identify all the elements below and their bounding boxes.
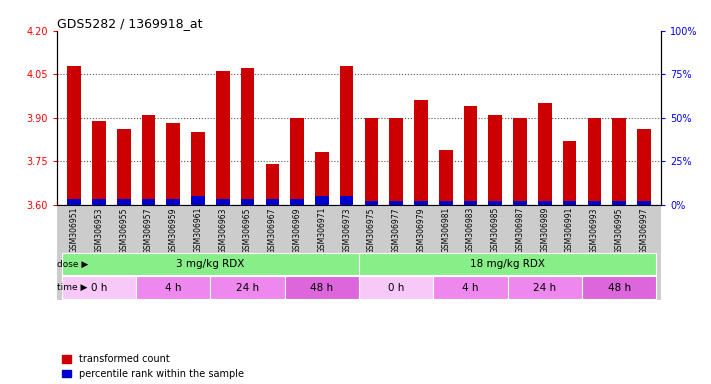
Bar — [241, 68, 255, 205]
Bar — [390, 201, 403, 205]
Text: GSM306975: GSM306975 — [367, 207, 376, 253]
Bar — [488, 115, 502, 205]
Bar — [415, 201, 428, 205]
Text: GDS5282 / 1369918_at: GDS5282 / 1369918_at — [57, 17, 203, 30]
Text: 48 h: 48 h — [310, 283, 333, 293]
Text: GSM306993: GSM306993 — [590, 207, 599, 253]
Bar — [365, 118, 378, 205]
Bar — [563, 201, 577, 205]
Text: 18 mg/kg RDX: 18 mg/kg RDX — [470, 259, 545, 269]
Text: GSM306977: GSM306977 — [392, 207, 401, 253]
Text: 4 h: 4 h — [462, 283, 479, 293]
Bar — [284, 276, 359, 299]
Bar — [191, 196, 205, 205]
Bar — [365, 201, 378, 205]
Bar — [290, 118, 304, 205]
Bar — [315, 196, 328, 205]
Bar — [637, 129, 651, 205]
Bar — [210, 276, 284, 299]
Text: GSM306987: GSM306987 — [515, 207, 525, 253]
Bar — [216, 199, 230, 205]
Bar — [538, 201, 552, 205]
Bar — [464, 106, 477, 205]
Bar — [637, 201, 651, 205]
Text: GSM306983: GSM306983 — [466, 207, 475, 253]
Bar — [265, 199, 279, 205]
Text: 24 h: 24 h — [236, 283, 260, 293]
Text: 24 h: 24 h — [533, 283, 557, 293]
Bar — [508, 276, 582, 299]
Bar — [359, 253, 656, 275]
Bar — [439, 201, 453, 205]
Bar — [612, 201, 626, 205]
Bar — [136, 276, 210, 299]
Legend: transformed count, percentile rank within the sample: transformed count, percentile rank withi… — [62, 354, 245, 379]
Bar — [68, 66, 81, 205]
Text: GSM306991: GSM306991 — [565, 207, 574, 253]
Bar — [415, 100, 428, 205]
Bar — [464, 201, 477, 205]
Bar — [538, 103, 552, 205]
Text: 4 h: 4 h — [165, 283, 181, 293]
Text: GSM306997: GSM306997 — [639, 207, 648, 253]
Bar — [587, 118, 602, 205]
Text: 3 mg/kg RDX: 3 mg/kg RDX — [176, 259, 245, 269]
Bar — [439, 150, 453, 205]
Bar — [62, 276, 136, 299]
Bar — [117, 129, 131, 205]
Text: 0 h: 0 h — [388, 283, 405, 293]
Bar — [315, 152, 328, 205]
Text: GSM306955: GSM306955 — [119, 207, 128, 253]
Text: GSM306969: GSM306969 — [293, 207, 301, 253]
Text: time ▶: time ▶ — [58, 283, 87, 292]
Text: GSM306973: GSM306973 — [342, 207, 351, 253]
Text: GSM306957: GSM306957 — [144, 207, 153, 253]
Bar — [434, 276, 508, 299]
Text: 48 h: 48 h — [608, 283, 631, 293]
Text: GSM306963: GSM306963 — [218, 207, 228, 253]
Bar — [117, 199, 131, 205]
Bar — [587, 201, 602, 205]
Text: GSM306965: GSM306965 — [243, 207, 252, 253]
Text: GSM306959: GSM306959 — [169, 207, 178, 253]
Text: GSM306995: GSM306995 — [614, 207, 624, 253]
Bar — [166, 199, 180, 205]
Bar — [612, 118, 626, 205]
Text: GSM306953: GSM306953 — [95, 207, 104, 253]
Bar — [290, 199, 304, 205]
Bar — [488, 201, 502, 205]
Bar — [513, 118, 527, 205]
Bar — [563, 141, 577, 205]
Bar — [92, 121, 106, 205]
Text: GSM306985: GSM306985 — [491, 207, 500, 253]
Bar — [513, 201, 527, 205]
Bar — [359, 276, 434, 299]
Text: 0 h: 0 h — [91, 283, 107, 293]
Text: GSM306967: GSM306967 — [268, 207, 277, 253]
Text: GSM306961: GSM306961 — [193, 207, 203, 253]
Text: GSM306971: GSM306971 — [317, 207, 326, 253]
Bar — [582, 276, 656, 299]
Bar — [68, 199, 81, 205]
Bar — [340, 196, 353, 205]
Bar — [92, 199, 106, 205]
Bar — [62, 253, 359, 275]
Bar — [191, 132, 205, 205]
Bar — [390, 118, 403, 205]
Text: dose ▶: dose ▶ — [58, 260, 89, 268]
Bar — [166, 124, 180, 205]
Bar — [340, 66, 353, 205]
Text: GSM306981: GSM306981 — [442, 207, 450, 253]
Bar — [241, 199, 255, 205]
Text: GSM306989: GSM306989 — [540, 207, 550, 253]
Text: GSM306951: GSM306951 — [70, 207, 79, 253]
Text: GSM306979: GSM306979 — [417, 207, 425, 253]
Bar — [141, 199, 155, 205]
Bar — [141, 115, 155, 205]
Bar — [265, 164, 279, 205]
Bar — [216, 71, 230, 205]
